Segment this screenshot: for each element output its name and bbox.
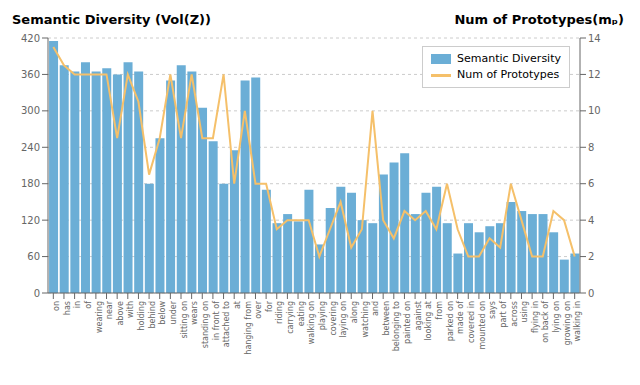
- svg-text:from: from: [435, 301, 444, 320]
- svg-text:below: below: [158, 301, 167, 325]
- svg-text:holding: holding: [137, 301, 146, 331]
- svg-text:behind: behind: [148, 301, 157, 328]
- svg-text:walking on: walking on: [307, 301, 316, 344]
- svg-text:flying in: flying in: [531, 301, 540, 333]
- svg-text:8: 8: [588, 142, 594, 153]
- svg-text:covering: covering: [329, 301, 338, 336]
- svg-text:2: 2: [588, 251, 594, 262]
- svg-text:120: 120: [21, 215, 40, 226]
- svg-text:300: 300: [21, 105, 40, 116]
- svg-text:belonging to: belonging to: [392, 301, 401, 351]
- svg-text:of: of: [84, 301, 93, 309]
- svg-text:wears: wears: [190, 301, 199, 325]
- svg-text:for: for: [265, 300, 274, 312]
- svg-text:360: 360: [21, 69, 40, 80]
- svg-text:watching: watching: [361, 301, 370, 337]
- html-text:Num of Prototypes: Num of Prototypes: [457, 68, 560, 81]
- svg-text:0: 0: [588, 288, 594, 299]
- svg-text:walking in: walking in: [573, 301, 582, 342]
- svg-text:part of: part of: [499, 301, 508, 328]
- svg-text:6: 6: [588, 178, 594, 189]
- svg-text:12: 12: [588, 69, 601, 80]
- svg-text:lying on: lying on: [552, 301, 561, 333]
- svg-text:made of: made of: [456, 301, 465, 334]
- svg-text:in front of: in front of: [212, 301, 221, 340]
- svg-text:above: above: [116, 301, 125, 326]
- svg-text:under: under: [169, 300, 178, 324]
- svg-text:along: along: [350, 301, 359, 323]
- svg-text:on: on: [52, 301, 61, 311]
- svg-text:0: 0: [34, 288, 40, 299]
- svg-text:between: between: [382, 301, 391, 336]
- svg-text:4: 4: [588, 215, 594, 226]
- svg-text:sitting on: sitting on: [180, 301, 189, 339]
- svg-text:covered in: covered in: [467, 301, 476, 343]
- svg-text:wearing: wearing: [95, 301, 104, 333]
- svg-text:parked on: parked on: [446, 301, 455, 341]
- svg-text:attached to: attached to: [222, 301, 231, 347]
- svg-text:across: across: [510, 301, 519, 327]
- svg-text:laying on: laying on: [339, 301, 348, 338]
- svg-text:eating: eating: [297, 301, 306, 326]
- svg-text:240: 240: [21, 142, 40, 153]
- svg-text:180: 180: [21, 178, 40, 189]
- svg-text:10: 10: [588, 105, 601, 116]
- svg-text:has: has: [63, 301, 72, 315]
- svg-text:growing on: growing on: [563, 301, 572, 346]
- svg-text:near: near: [105, 300, 114, 319]
- svg-text:in: in: [73, 301, 82, 308]
- svg-text:riding: riding: [275, 301, 284, 324]
- svg-text:looking at: looking at: [424, 301, 433, 341]
- svg-text:says: says: [488, 301, 497, 319]
- svg-text:420: 420: [21, 33, 40, 44]
- svg-text:over: over: [254, 300, 263, 319]
- html-text:Num of Prototypes(mₚ): Num of Prototypes(mₚ): [454, 11, 624, 27]
- svg-text:60: 60: [27, 251, 40, 262]
- svg-text:against: against: [414, 301, 423, 330]
- svg-text:hanging from: hanging from: [244, 301, 253, 355]
- svg-text:with: with: [126, 301, 135, 318]
- html-text:Semantic Diversity: Semantic Diversity: [457, 52, 561, 65]
- svg-text:carrying: carrying: [286, 301, 295, 334]
- svg-text:standing on: standing on: [201, 301, 210, 348]
- svg-text:14: 14: [588, 33, 601, 44]
- svg-text:at: at: [233, 301, 242, 309]
- html-text:Semantic Diversity (Vol(Z)): Semantic Diversity (Vol(Z)): [12, 11, 211, 27]
- svg-text:and: and: [371, 301, 380, 316]
- svg-text:using: using: [520, 301, 529, 323]
- svg-text:painted on: painted on: [403, 301, 412, 344]
- svg-text:mounted on: mounted on: [478, 301, 487, 349]
- svg-text:on back of: on back of: [541, 301, 550, 343]
- svg-text:playing: playing: [318, 301, 327, 330]
